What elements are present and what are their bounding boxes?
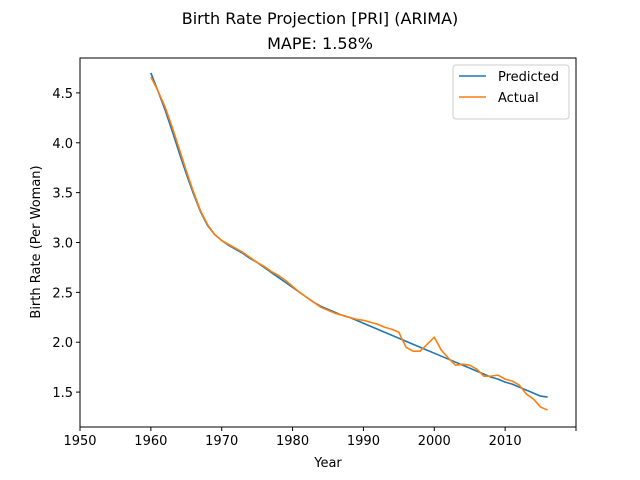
y-axis-ticks: 1.5 2.0 2.5 3.0 3.5 4.0 4.5: [52, 87, 80, 401]
y-tick-label: 2.0: [52, 336, 73, 351]
x-tick-label: 1970: [205, 434, 238, 449]
series-layer: [150, 72, 548, 411]
y-tick-label: 3.5: [52, 187, 73, 202]
x-tick-label: 2010: [489, 434, 522, 449]
x-axis-label: Year: [313, 456, 342, 471]
x-tick-label: 1980: [276, 434, 309, 449]
plot-frame: [79, 57, 577, 428]
legend: Predicted Actual: [452, 64, 570, 120]
y-tick-label: 4.5: [52, 87, 73, 102]
x-tick-label: 2000: [418, 434, 451, 449]
x-tick-label: 1950: [63, 434, 96, 449]
legend-label: Predicted: [498, 70, 559, 85]
x-tick-label: 1990: [347, 434, 380, 449]
y-tick-label: 1.5: [52, 386, 73, 401]
y-tick-label: 2.5: [52, 286, 73, 301]
chart-title: Birth Rate Projection [PRI] (ARIMA): [182, 9, 459, 28]
legend-label: Actual: [498, 91, 539, 106]
y-tick-label: 4.0: [52, 137, 73, 152]
x-axis-ticks: 1950 1960 1970 1980 1990 2000 2010: [63, 427, 577, 449]
y-axis-label: Birth Rate (Per Woman): [29, 165, 44, 318]
series-line-actual: [150, 76, 548, 411]
y-tick-label: 3.0: [52, 237, 73, 252]
chart-subtitle: MAPE: 1.58%: [267, 34, 373, 53]
x-tick-label: 1960: [134, 434, 167, 449]
legend-box: [452, 64, 570, 120]
